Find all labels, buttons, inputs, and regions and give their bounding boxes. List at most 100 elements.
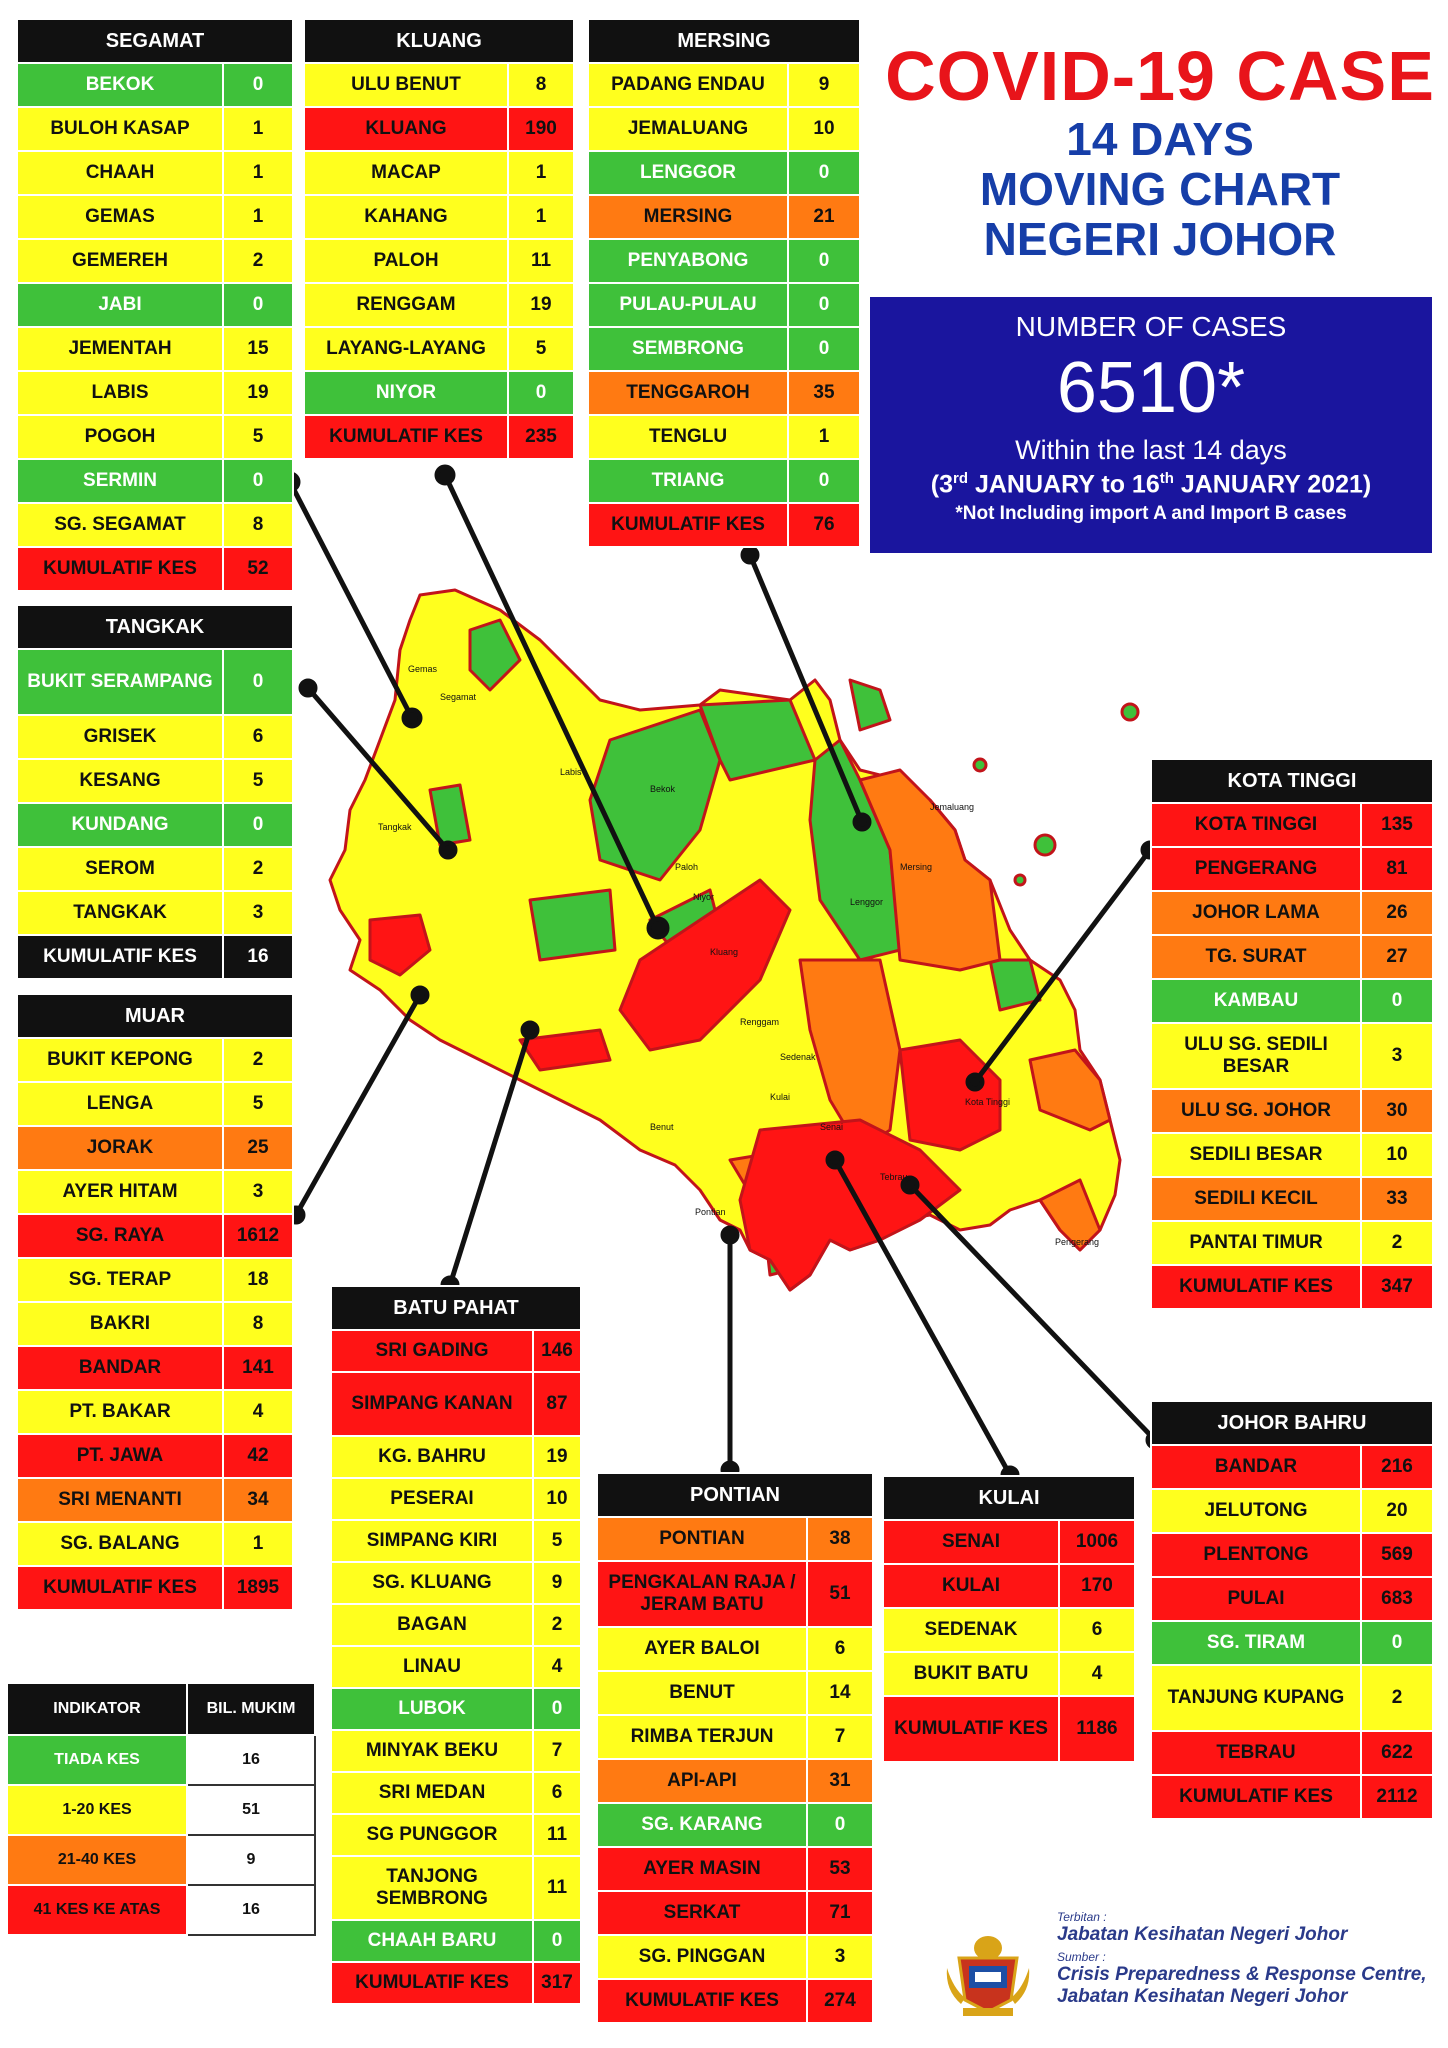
table-row: BAKRI 8 (16, 1301, 294, 1347)
map-label: Pengerang (1055, 1237, 1099, 1247)
mukim-name: PLENTONG (1150, 1532, 1362, 1578)
case-count: 235 (507, 414, 575, 460)
case-count: 8 (507, 62, 575, 108)
table-row: KAHANG 1 (303, 194, 575, 240)
table-row: JOHOR LAMA 26 (1150, 890, 1434, 936)
mukim-name: CHAAH BARU (330, 1919, 534, 1963)
mukim-name: LENGA (16, 1081, 224, 1127)
case-count: 5 (222, 758, 294, 804)
table-row: LUBOK 0 (330, 1687, 582, 1731)
table-row: SG. TIRAM 0 (1150, 1620, 1434, 1666)
mukim-name: SERMIN (16, 458, 224, 504)
map-region-kambau (988, 958, 1042, 1012)
mukim-name: BENUT (596, 1670, 808, 1716)
case-count: 19 (532, 1435, 582, 1479)
count-col-header: BIL. MUKIM (186, 1682, 316, 1736)
map-region-mersing (858, 768, 1002, 972)
source-label: Sumber : (1057, 1950, 1106, 1964)
table-row: BENUT 14 (596, 1670, 874, 1716)
mukim-name: MACAP (303, 150, 509, 196)
table-mersing: MERSING PADANG ENDAU 9 JEMALUANG 10 LENGGOR 0 M… (587, 18, 861, 548)
mukim-name: KG. BAHRU (330, 1435, 534, 1479)
case-count: 35 (787, 370, 861, 416)
case-count: 0 (222, 802, 294, 848)
table-row: RIMBA TERJUN 7 (596, 1714, 874, 1760)
map-region-chaah-baru (528, 888, 617, 962)
table-row: KUMULATIF KES 347 (1150, 1264, 1434, 1310)
mukim-name: GEMEREH (16, 238, 224, 284)
case-count: 3 (1360, 1022, 1434, 1090)
case-count: 0 (787, 326, 861, 372)
table-row: RENGGAM 19 (303, 282, 575, 328)
table-row: TRIANG 0 (587, 458, 861, 504)
table-row: PONTIAN 38 (596, 1516, 874, 1562)
table-row: JELUTONG 20 (1150, 1488, 1434, 1534)
mukim-name: KUMULATIF KES (1150, 1774, 1362, 1820)
table-row: SRI MENANTI 34 (16, 1477, 294, 1523)
table-row: KAMBAU 0 (1150, 978, 1434, 1024)
period-sup-2: th (1159, 470, 1174, 487)
map-label: Jemaluang (930, 802, 974, 812)
case-count: 622 (1360, 1730, 1434, 1776)
case-count: 11 (532, 1855, 582, 1921)
case-count: 27 (1360, 934, 1434, 980)
map-label: Benut (650, 1122, 674, 1132)
case-count: 1186 (1058, 1695, 1136, 1763)
case-count: 0 (787, 458, 861, 504)
table-row: JABI 0 (16, 282, 294, 328)
case-count: 10 (532, 1477, 582, 1521)
mukim-name: ULU BENUT (303, 62, 509, 108)
table-row: PALOH 11 (303, 238, 575, 284)
connector-mersing (747, 554, 865, 823)
mukim-name: KESANG (16, 758, 224, 804)
case-count: 4 (222, 1389, 294, 1435)
mukim-name: SIMPANG KANAN (330, 1371, 534, 1437)
mukim-name: KLUANG (303, 106, 509, 152)
case-count: 0 (787, 282, 861, 328)
table-kulai: KULAI SENAI 1006 KULAI 170 SEDENAK 6 BUKIT BATU… (882, 1475, 1136, 1763)
table-row: PENGERANG 81 (1150, 846, 1434, 892)
district-header-row: TANGKAK (16, 604, 294, 650)
case-count: 135 (1360, 802, 1434, 848)
table-row: PESERAI 10 (330, 1477, 582, 1521)
table-row: BANDAR 141 (16, 1345, 294, 1391)
case-count: 1 (222, 106, 294, 152)
mukim-name: KUNDANG (16, 802, 224, 848)
connector-dot (852, 812, 872, 832)
district-header-row: PONTIAN (596, 1472, 874, 1518)
table-row: SEDENAK 6 (882, 1607, 1136, 1653)
period-mid: JANUARY to 16 (968, 470, 1160, 499)
connector-muar (293, 993, 423, 1217)
summary-period-line-1: Within the last 14 days (1015, 435, 1287, 465)
table-row: AYER HITAM 3 (16, 1169, 294, 1215)
table-row: MACAP 1 (303, 150, 575, 196)
connector-dot (298, 678, 318, 698)
table-row: MERSING 21 (587, 194, 861, 240)
district-header-row: BATU PAHAT (330, 1285, 582, 1331)
mukim-name: LENGGOR (587, 150, 789, 196)
case-count: 0 (787, 150, 861, 196)
title-line-2: 14 DAYS (1066, 113, 1254, 165)
map-label: Paloh (675, 862, 698, 872)
connector-dot (646, 916, 670, 940)
table-row: PLENTONG 569 (1150, 1532, 1434, 1578)
connector-batupahat (447, 1029, 533, 1286)
case-count: 347 (1360, 1264, 1434, 1310)
mukim-name: TANJONG SEMBRONG (330, 1855, 534, 1921)
case-count: 0 (532, 1687, 582, 1731)
table-row: JEMENTAH 15 (16, 326, 294, 372)
mukim-name: JOHOR LAMA (1150, 890, 1362, 936)
district-header-row: MUAR (16, 993, 294, 1039)
case-count: 2112 (1360, 1774, 1434, 1820)
case-count: 5 (532, 1519, 582, 1563)
mukim-name: KUMULATIF KES (16, 546, 224, 592)
case-count: 53 (806, 1846, 874, 1892)
map-label: Sedenak (780, 1052, 816, 1062)
table-row: SERKAT 71 (596, 1890, 874, 1936)
table-row: LENGGOR 0 (587, 150, 861, 196)
connector-segamat (287, 480, 415, 720)
mukim-name: KUMULATIF KES (1150, 1264, 1362, 1310)
table-row: BAGAN 2 (330, 1603, 582, 1647)
case-count: 6 (806, 1626, 874, 1672)
